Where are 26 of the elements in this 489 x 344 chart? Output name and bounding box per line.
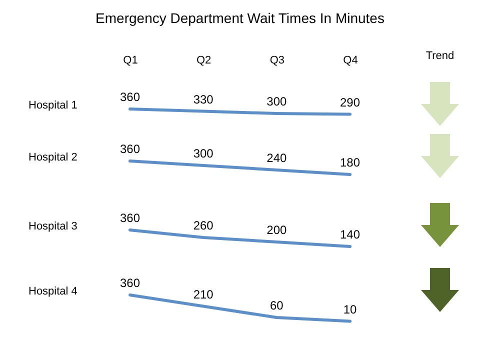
data-label: 330 (193, 92, 214, 106)
data-label: 300 (266, 94, 287, 108)
y-axis-title: Hospital 3 (28, 220, 78, 232)
data-label: 360 (120, 276, 140, 290)
data-label: 140 (340, 228, 360, 242)
y-axis-title: Hospital 2 (28, 152, 78, 164)
data-label: 360 (120, 142, 140, 156)
data-label: 360 (120, 211, 140, 225)
x-tick-label: Q3 (270, 54, 285, 66)
data-label: 10 (343, 302, 357, 316)
x-tick-label: Q4 (343, 54, 358, 66)
data-label: 60 (270, 298, 284, 312)
data-label: 360 (120, 90, 140, 104)
chart-title: Emergency Department Wait Times In Minutes (96, 10, 384, 26)
data-label: 200 (266, 223, 287, 237)
text: Trend (424, 50, 456, 62)
x-tick-label: Q2 (196, 54, 212, 66)
data-label: 240 (266, 151, 287, 165)
y-axis-title: Hospital 1 (28, 100, 78, 112)
y-axis-title: Hospital 4 (28, 286, 78, 298)
data-label: 210 (193, 287, 214, 302)
data-label: 290 (340, 95, 360, 110)
data-label: 180 (340, 156, 360, 170)
data-label: 260 (193, 218, 214, 232)
data-label: 300 (193, 146, 214, 160)
x-tick-label: Q1 (123, 54, 138, 66)
